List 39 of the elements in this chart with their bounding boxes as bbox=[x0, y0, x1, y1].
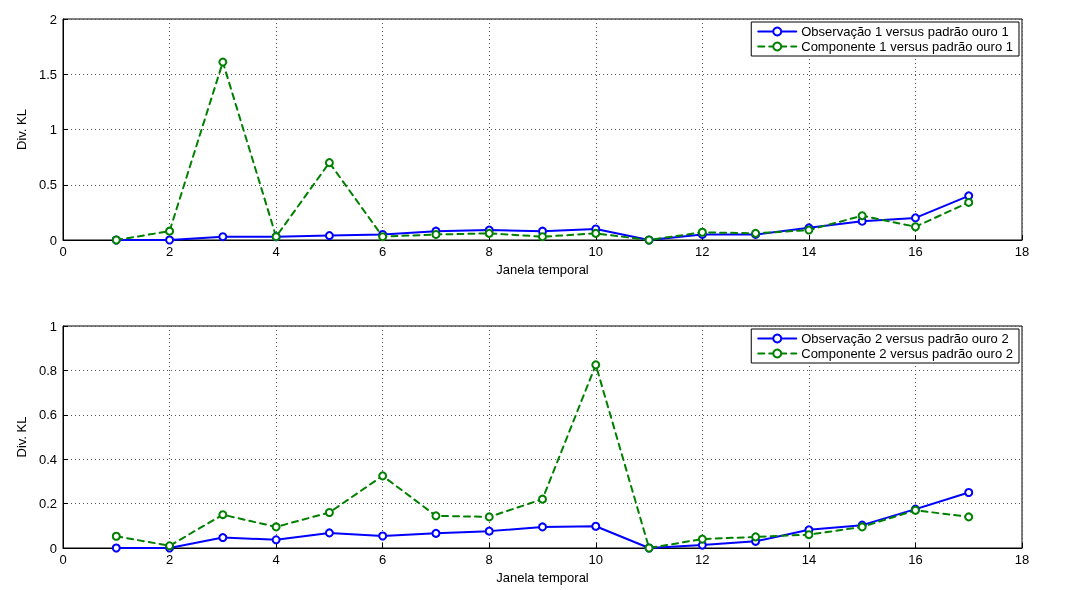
x-tick-label: 8 bbox=[485, 244, 493, 259]
y-tick-label: 1.5 bbox=[38, 66, 57, 82]
y-tick-label: 0.2 bbox=[38, 496, 57, 512]
x-tick-label: 6 bbox=[379, 552, 387, 567]
x-tick-label: 16 bbox=[908, 244, 923, 259]
y-tick-label: 1 bbox=[49, 122, 57, 137]
x-tick-label: 2 bbox=[165, 552, 174, 567]
x-tick-label: 2 bbox=[165, 244, 174, 259]
x-axis-title: Janela temporal bbox=[496, 569, 589, 585]
legend-label: Observação 2 versus padrão ouro 2 bbox=[801, 331, 1009, 346]
legend-label: Componente 2 versus padrão ouro 2 bbox=[801, 346, 1013, 361]
x-tick-label: 14 bbox=[801, 552, 817, 567]
legend-label: Observação 1 versus padrão ouro 1 bbox=[801, 24, 1009, 39]
x-axis-title: Janela temporal bbox=[496, 261, 589, 277]
x-tick-label: 12 bbox=[695, 552, 710, 567]
x-tick-label: 10 bbox=[588, 552, 604, 567]
y-tick-label: 0 bbox=[49, 540, 57, 556]
x-tick-label: 4 bbox=[272, 244, 280, 259]
y-tick-label: 0.5 bbox=[38, 177, 57, 193]
legend-label: Componente 1 versus padrão ouro 1 bbox=[801, 39, 1013, 54]
y-tick-label: 0.4 bbox=[38, 451, 57, 467]
x-tick-label: 10 bbox=[588, 244, 604, 259]
x-tick-label: 6 bbox=[379, 244, 387, 259]
x-tick-label: 16 bbox=[908, 552, 923, 567]
x-tick-label: 8 bbox=[485, 552, 493, 567]
x-tick-label: 18 bbox=[1014, 552, 1030, 567]
y-tick-label: 0.6 bbox=[38, 407, 57, 423]
x-tick-label: 12 bbox=[695, 244, 710, 259]
x-tick-label: 4 bbox=[272, 552, 280, 567]
x-tick-label: 0 bbox=[59, 244, 67, 259]
x-tick-label: 18 bbox=[1014, 244, 1030, 259]
x-tick-label: 14 bbox=[801, 244, 817, 259]
y-tick-label: 0 bbox=[49, 232, 57, 248]
y-axis-title: Div. KL bbox=[14, 109, 30, 150]
y-tick-label: 0.8 bbox=[38, 362, 57, 378]
y-tick-label: 1 bbox=[49, 318, 57, 334]
x-tick-label: 0 bbox=[59, 552, 67, 567]
y-axis-title: Div. KL bbox=[14, 416, 30, 458]
y-tick-label: 2 bbox=[49, 11, 57, 27]
